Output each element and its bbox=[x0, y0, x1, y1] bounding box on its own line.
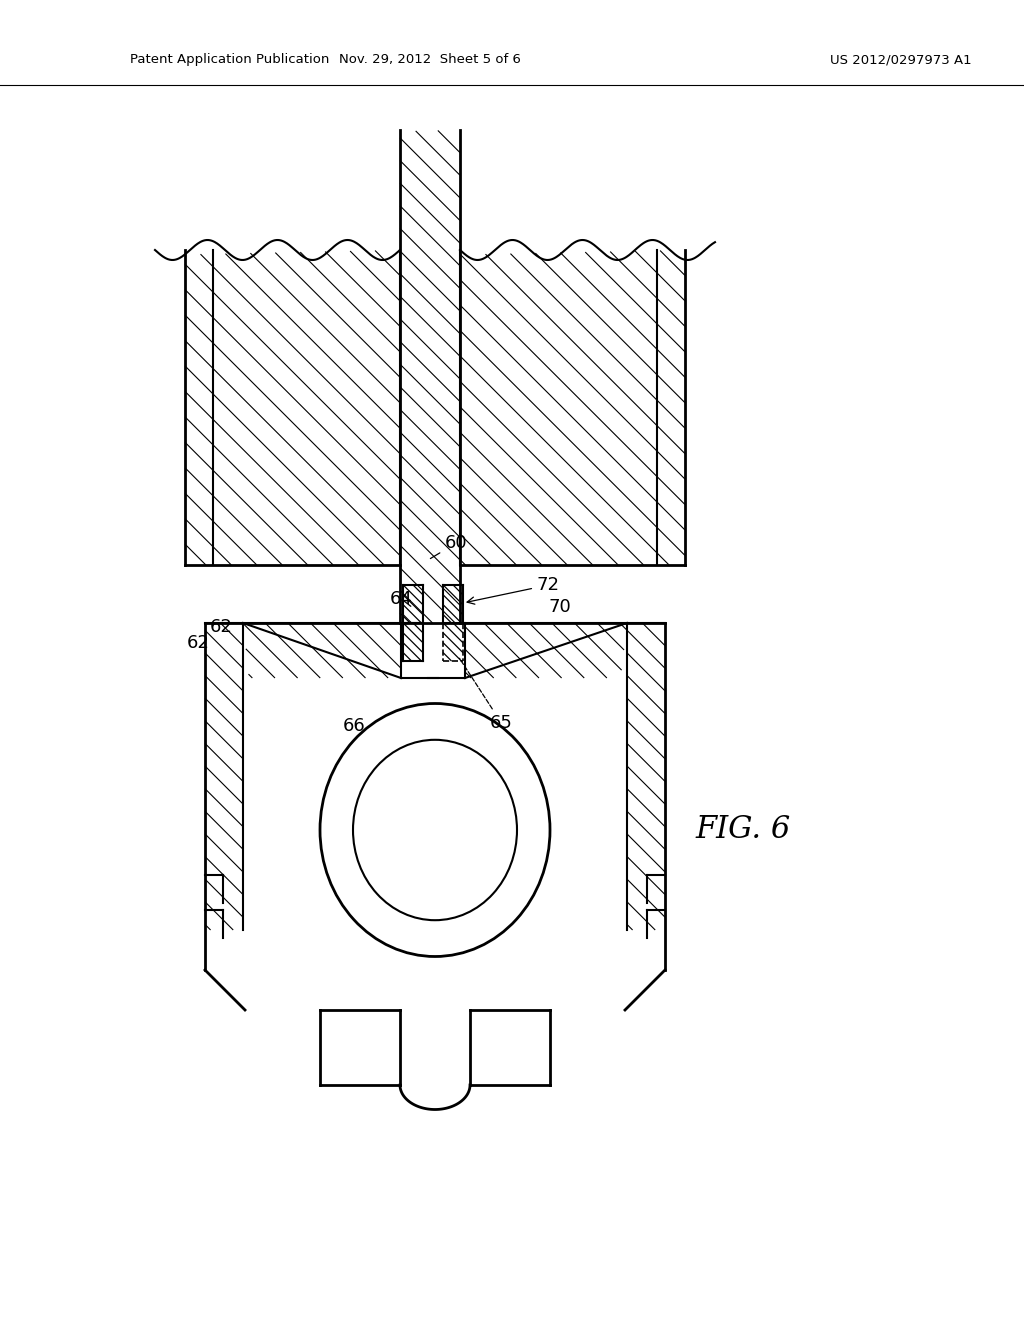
Text: FIG. 6: FIG. 6 bbox=[695, 814, 791, 846]
Text: Nov. 29, 2012  Sheet 5 of 6: Nov. 29, 2012 Sheet 5 of 6 bbox=[339, 54, 521, 66]
Text: 62: 62 bbox=[187, 634, 210, 652]
Text: 70: 70 bbox=[548, 598, 570, 616]
Text: 65: 65 bbox=[460, 659, 513, 733]
Text: 72: 72 bbox=[467, 576, 560, 605]
Text: 62: 62 bbox=[210, 618, 232, 636]
Text: 60: 60 bbox=[430, 535, 468, 558]
Text: Patent Application Publication: Patent Application Publication bbox=[130, 54, 330, 66]
Text: 66: 66 bbox=[343, 717, 366, 735]
Text: 64: 64 bbox=[390, 590, 413, 609]
Text: US 2012/0297973 A1: US 2012/0297973 A1 bbox=[830, 54, 972, 66]
